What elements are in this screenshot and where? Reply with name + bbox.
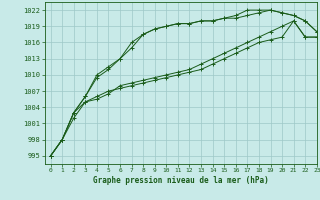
X-axis label: Graphe pression niveau de la mer (hPa): Graphe pression niveau de la mer (hPa): [93, 176, 269, 185]
